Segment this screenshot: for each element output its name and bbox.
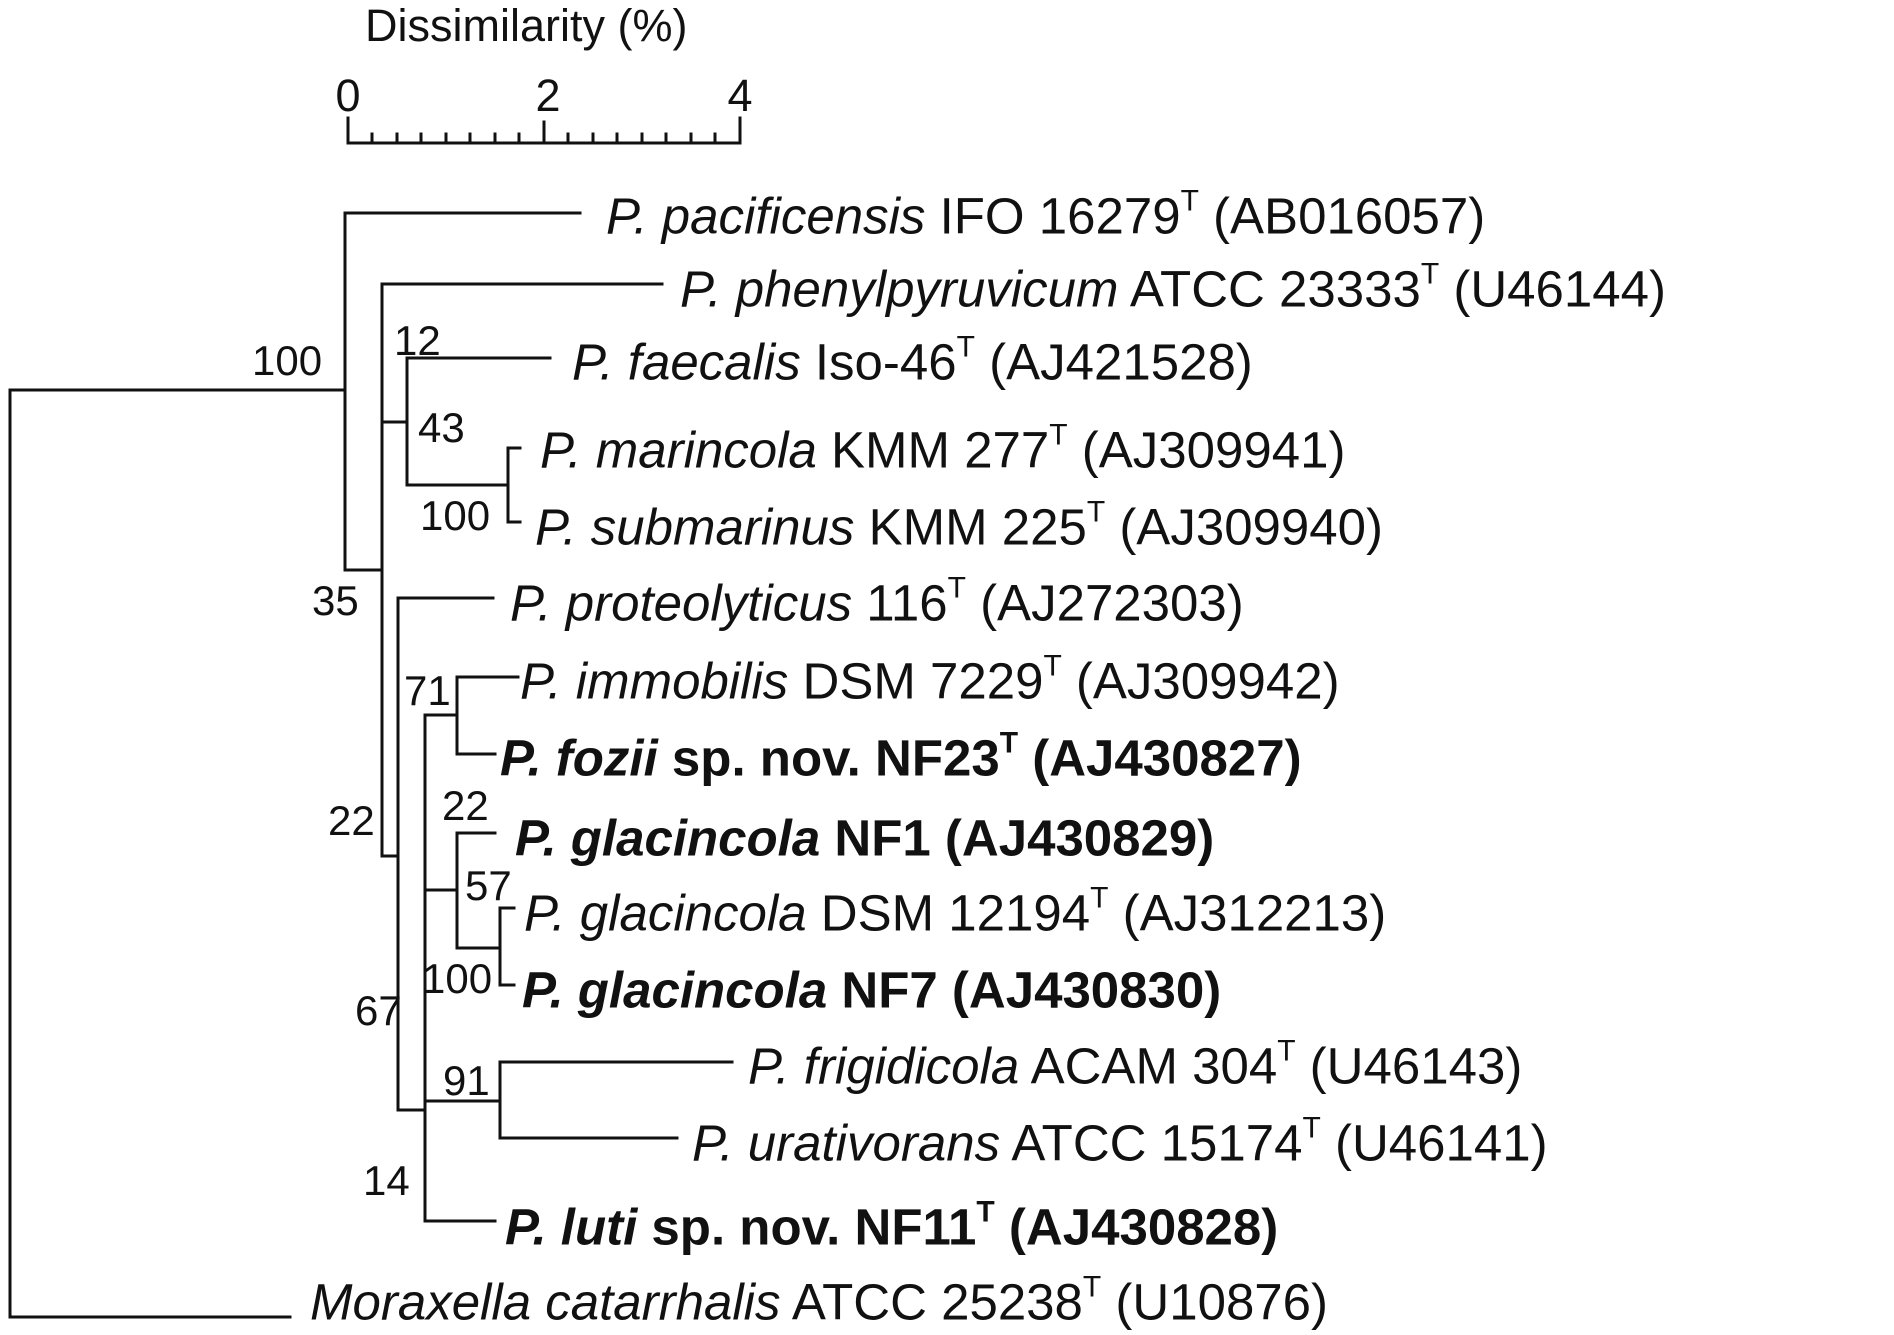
clade-ingroup bbox=[343, 211, 582, 572]
clade-glacincola-dsm-nf7 bbox=[498, 906, 516, 987]
clade-71 bbox=[455, 675, 520, 756]
clade-marincola-submarinus bbox=[506, 446, 522, 524]
bootstrap-value: 35 bbox=[312, 577, 359, 624]
leaf-label: P. immobilis DSM 7229T (AJ309942) bbox=[520, 649, 1340, 710]
scale-tick-2: 2 bbox=[535, 70, 561, 121]
scale-title: Dissimilarity (%) bbox=[365, 0, 688, 51]
clade-67 bbox=[396, 596, 495, 1112]
bootstrap-value: 43 bbox=[418, 404, 465, 451]
bootstrap-value: 100 bbox=[420, 492, 491, 539]
leaf-label-new-species: P. luti sp. nov. NF11T (AJ430828) bbox=[505, 1195, 1279, 1256]
leaf-label: P. glacincola DSM 12194T (AJ312213) bbox=[524, 881, 1387, 942]
bootstrap-value: 22 bbox=[328, 797, 375, 844]
bootstrap-value: 67 bbox=[355, 987, 402, 1034]
bootstrap-value: 57 bbox=[465, 862, 512, 909]
leaf-label: P. submarinus KMM 225T (AJ309940) bbox=[535, 495, 1383, 556]
bootstrap-value: 12 bbox=[394, 317, 441, 364]
leaf-label: P. frigidicola ACAM 304T (U46143) bbox=[748, 1034, 1523, 1095]
root-branch bbox=[8, 388, 347, 1319]
leaf-label: P. proteolyticus 116T (AJ272303) bbox=[510, 571, 1244, 632]
bootstrap-value: 22 bbox=[442, 782, 489, 829]
bootstrap-value: 100 bbox=[252, 337, 323, 384]
bootstrap-value: 91 bbox=[443, 1057, 490, 1104]
clade-43 bbox=[405, 356, 552, 487]
leaf-label: P. phenylpyruvicum ATCC 23333T (U46144) bbox=[680, 257, 1666, 318]
leaf-label-outgroup: Moraxella catarrhalis ATCC 25238T (U1087… bbox=[310, 1270, 1329, 1331]
leaf-label: P. pacificensis IFO 16279T (AB016057) bbox=[606, 184, 1486, 245]
bootstrap-value: 100 bbox=[422, 955, 493, 1002]
leaf-label: P. faecalis Iso-46T (AJ421528) bbox=[572, 330, 1253, 391]
scale-tick-4: 4 bbox=[727, 70, 753, 121]
leaf-label-isolate: P. glacincola NF7 (AJ430830) bbox=[522, 961, 1222, 1019]
bootstrap-value: 14 bbox=[363, 1157, 410, 1204]
clade-22-glacincola bbox=[423, 831, 502, 950]
clade-91 bbox=[498, 1060, 734, 1140]
leaf-label-new-species: P. fozii sp. nov. NF23T (AJ430827) bbox=[500, 726, 1302, 787]
clade-35 bbox=[380, 282, 664, 858]
leaf-label: P. urativorans ATCC 15174T (U46141) bbox=[692, 1111, 1548, 1172]
clade-14 bbox=[423, 713, 502, 1223]
scale-tick-0: 0 bbox=[335, 70, 361, 121]
leaf-label: P. marincola KMM 277T (AJ309941) bbox=[540, 418, 1346, 479]
scale-bar bbox=[346, 116, 742, 145]
leaf-label-isolate: P. glacincola NF1 (AJ430829) bbox=[515, 809, 1215, 867]
bootstrap-value: 71 bbox=[404, 667, 451, 714]
